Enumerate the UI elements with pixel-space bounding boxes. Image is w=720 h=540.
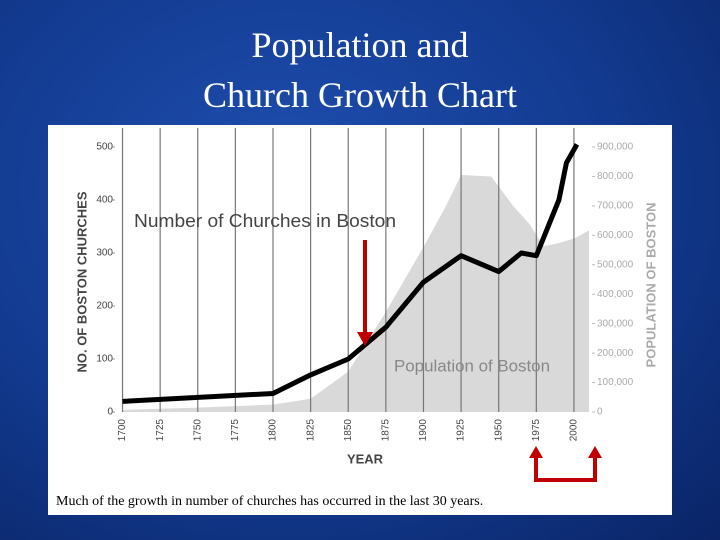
- x-tick-label: 1775: [230, 419, 241, 442]
- y2-tick-label: 800,000: [597, 171, 634, 182]
- x-tick-label: 1725: [155, 419, 166, 442]
- y-tick-label: 0: [107, 407, 113, 418]
- y-tick-label: 200: [96, 301, 113, 312]
- slide-title: Population and: [251, 25, 469, 65]
- y-tick-label: 300: [96, 248, 113, 259]
- x-tick-label: 1950: [493, 419, 504, 442]
- slide-title: Church Growth Chart: [203, 75, 517, 115]
- x-tick-label: 1800: [268, 419, 279, 442]
- annotation: Number of Churches in Boston: [134, 211, 396, 231]
- x-tick-label: 1700: [117, 419, 128, 442]
- red-bracket: [534, 456, 597, 482]
- y2-tick-label: 0: [597, 407, 603, 418]
- y2-tick-label: 900,000: [597, 142, 634, 153]
- y2-tick-label: 100,000: [597, 377, 634, 388]
- x-tick-label: 1875: [380, 419, 391, 442]
- x-tick-label: 1975: [531, 419, 542, 442]
- y2-tick-label: 300,000: [597, 318, 634, 329]
- x-tick-label: 1925: [456, 419, 467, 442]
- red-bracket-head: [588, 446, 602, 458]
- x-tick-label: 1850: [343, 419, 354, 442]
- y2-tick-label: 200,000: [597, 348, 634, 359]
- x-tick-label: 1825: [305, 419, 316, 442]
- y2-tick-label: 400,000: [597, 289, 634, 300]
- x-tick-label: 2000: [569, 419, 580, 442]
- y2-tick-label: 700,000: [597, 201, 634, 212]
- y2-axis-label: POPULATION OF BOSTON: [643, 203, 658, 368]
- caption: Much of the growth in number of churches…: [56, 494, 484, 509]
- y2-tick-label: 500,000: [597, 259, 634, 270]
- annotation: Population of Boston: [394, 356, 550, 375]
- red-bracket-head: [529, 446, 543, 458]
- y2-tick-label: 600,000: [597, 230, 634, 241]
- x-axis-label: YEAR: [347, 451, 384, 466]
- x-tick-label: 1900: [418, 419, 429, 442]
- red-arrow-head: [357, 332, 373, 346]
- y-tick-label: 100: [96, 354, 113, 365]
- y-tick-label: 500: [96, 142, 113, 153]
- y-axis-label: NO. OF BOSTON CHURCHES: [74, 191, 89, 372]
- y-tick-label: 400: [96, 195, 113, 206]
- x-tick-label: 1750: [192, 419, 203, 442]
- population-area: [122, 174, 589, 412]
- churches-line: [122, 143, 580, 404]
